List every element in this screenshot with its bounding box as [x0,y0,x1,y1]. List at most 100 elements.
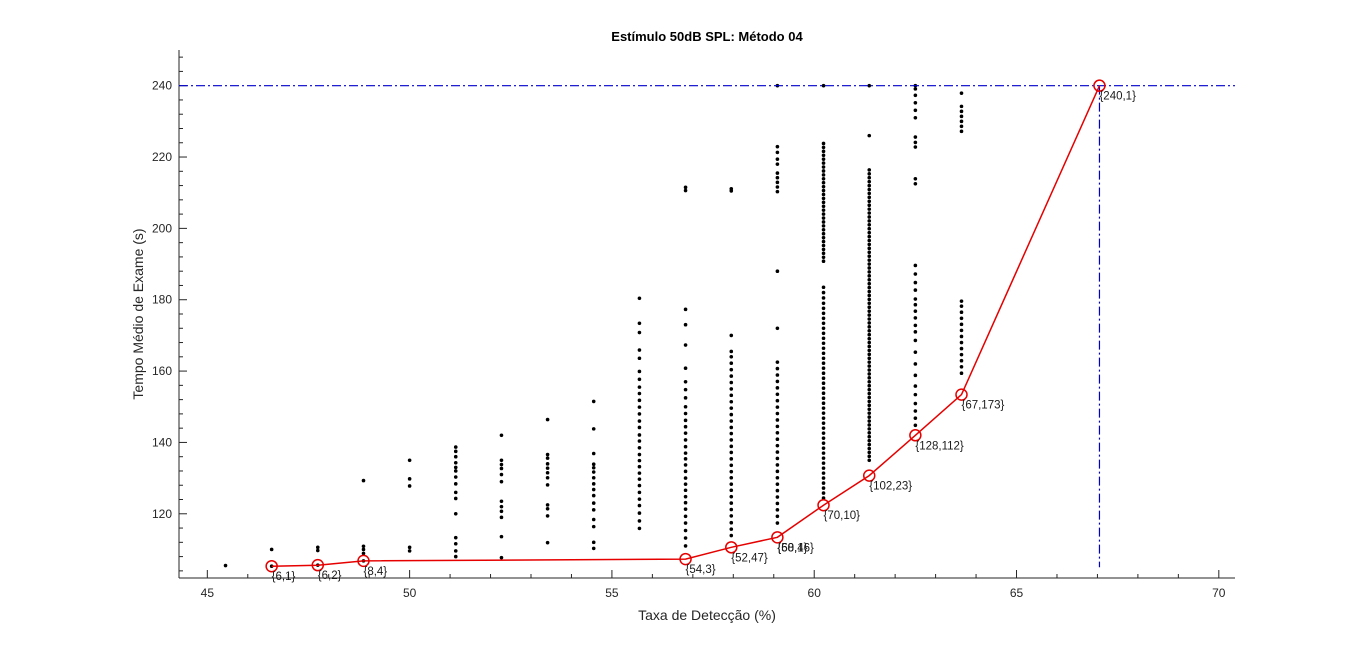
scatter-point [775,162,780,166]
scatter-point [959,328,964,333]
scatter-point [729,387,734,391]
scatter-point [821,401,826,405]
scatter-point [545,417,550,422]
scatter-point [591,493,596,498]
scatter-point [775,386,780,390]
scatter-point [821,165,826,169]
scatter-point [729,520,734,525]
scatter-point [775,366,780,371]
scatter-point [867,458,872,463]
scatter-point [821,356,826,361]
x-tick-label: 55 [605,586,619,600]
scatter-point [637,348,642,352]
scatter-point [775,508,780,512]
scatter-point [867,242,872,247]
scatter-point [683,500,688,505]
scatter-point [821,316,826,321]
scatter-point [637,511,642,515]
scatter-point [637,471,642,475]
scatter-point [729,457,734,461]
scatter-point [223,563,228,568]
scatter-point [683,463,688,467]
scatter-point [729,507,734,512]
scatter-point [867,234,872,239]
scatter-point [867,431,872,435]
y-tick-label: 180 [152,293,172,307]
scatter-point [821,153,826,158]
frontier-marker [357,554,370,568]
scatter-point [821,247,826,252]
scatter-point [683,379,688,384]
scatter-point [269,564,274,569]
scatter-point [775,463,780,467]
scatter-point [867,411,872,415]
scatter-point [729,463,734,468]
scatter-point [867,336,872,341]
scatter-point [821,83,826,88]
scatter-point [683,343,688,347]
scatter-point [867,383,872,388]
y-tick-label: 220 [152,150,172,164]
scatter-point [729,355,734,359]
scatter-point [775,443,780,448]
scatter-point [821,192,826,197]
scatter-point [729,533,734,538]
scatter-point [637,412,642,416]
scatter-point [499,462,504,467]
scatter-point [637,439,642,443]
scatter-point [591,517,596,522]
scatter-point [867,438,872,443]
scatter-point [821,326,826,331]
scatter-point [683,185,688,190]
scatter-point [775,456,780,461]
scatter-point [683,544,688,548]
scatter-point [499,534,504,539]
scatter-point [821,176,826,181]
frontier-marker [1093,79,1106,92]
scatter-point [867,305,872,310]
scatter-point [775,437,780,442]
y-axis-label: Tempo Médio de Exame (s) [130,228,146,399]
y-tick-label: 120 [152,507,172,521]
scatter-point [591,462,596,466]
scatter-point [775,398,780,403]
scatter-point [821,141,826,146]
scatter-point [821,224,826,228]
scatter-point [867,289,872,294]
x-tick-label: 60 [808,586,822,600]
frontier-point-label: {70,10} [824,510,861,522]
scatter-point [637,330,642,335]
scatter-point [867,423,872,427]
scatter-point [913,297,918,301]
scatter-point [545,483,550,487]
scatter-point [775,514,780,519]
scatter-point [913,272,918,276]
scatter-point [959,109,964,114]
scatter-point [591,501,596,505]
frontier-marker [909,429,922,442]
scatter-point [821,376,826,381]
scatter-point [729,406,734,410]
scatter-point [913,309,918,313]
scatter-point [729,367,734,372]
scatter-point [499,466,504,471]
scatter-point [913,140,918,145]
scatter-point [959,365,964,369]
scatter-point [867,454,872,459]
scatter-point [867,83,872,88]
scatter-point [867,344,872,349]
scatter-point [637,377,642,382]
scatter-point [821,228,826,232]
scatter-point [315,548,320,553]
scatter-point [913,108,918,113]
scatter-point [821,285,826,290]
x-tick-label: 45 [201,586,215,600]
scatter-point [867,446,872,451]
scatter-point [867,207,872,211]
scatter-point [683,488,688,493]
scatter-point [867,340,872,345]
scatter-point [821,212,826,216]
scatter-point [545,503,550,507]
scatter-point [683,536,688,540]
frontier-point-label: {8,4} [363,566,387,578]
